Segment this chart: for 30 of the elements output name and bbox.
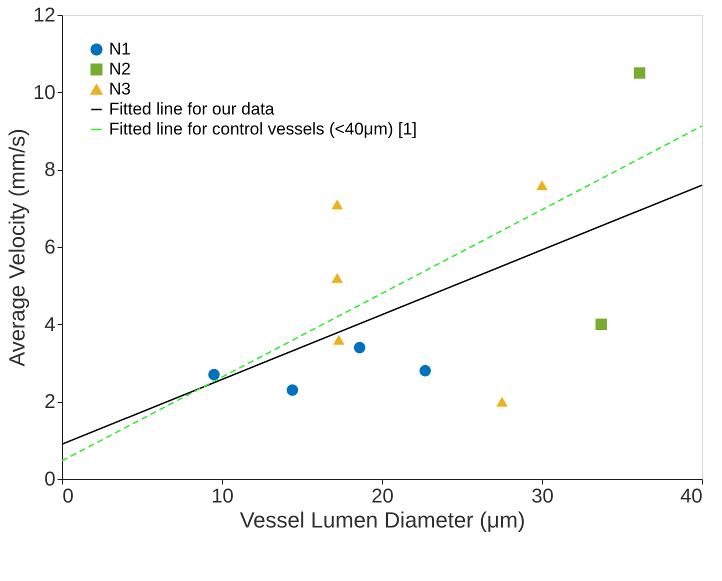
x-tick-label: 30 [531,486,554,508]
point [332,272,343,283]
x-tick-label: 0 [62,486,74,508]
y-axis-title: Average Velocity (mm/s) [4,128,30,367]
point [496,396,508,407]
y-tick-label: 12 [33,4,56,26]
point [634,67,646,79]
legend-label: N3 [109,80,131,98]
point [536,180,548,190]
legend-label: Fitted line for control vessels (<40μm) [1] [109,120,417,138]
point [332,200,343,210]
point [208,368,220,380]
point [286,384,298,396]
point [420,365,431,376]
y-tick-label: 2 [44,391,56,414]
x-tick-label: 20 [371,486,394,508]
legend-label: N2 [109,60,131,78]
legend-label: N1 [109,40,131,58]
y-tick-label: 10 [33,82,56,104]
point [354,342,366,354]
y-tick-label: 4 [44,314,56,336]
y-tick-label: 6 [44,236,56,258]
x-axis-title: Vessel Lumen Diameter (μm) [240,508,526,532]
point [596,318,607,330]
y-tick-label: 0 [44,468,56,490]
x-tick-label: 40 [680,486,702,508]
x-tick-label: 10 [211,486,234,508]
y-tick-label: 8 [44,159,56,182]
point [333,334,344,345]
legend-label: Fitted line for our data [109,100,275,118]
